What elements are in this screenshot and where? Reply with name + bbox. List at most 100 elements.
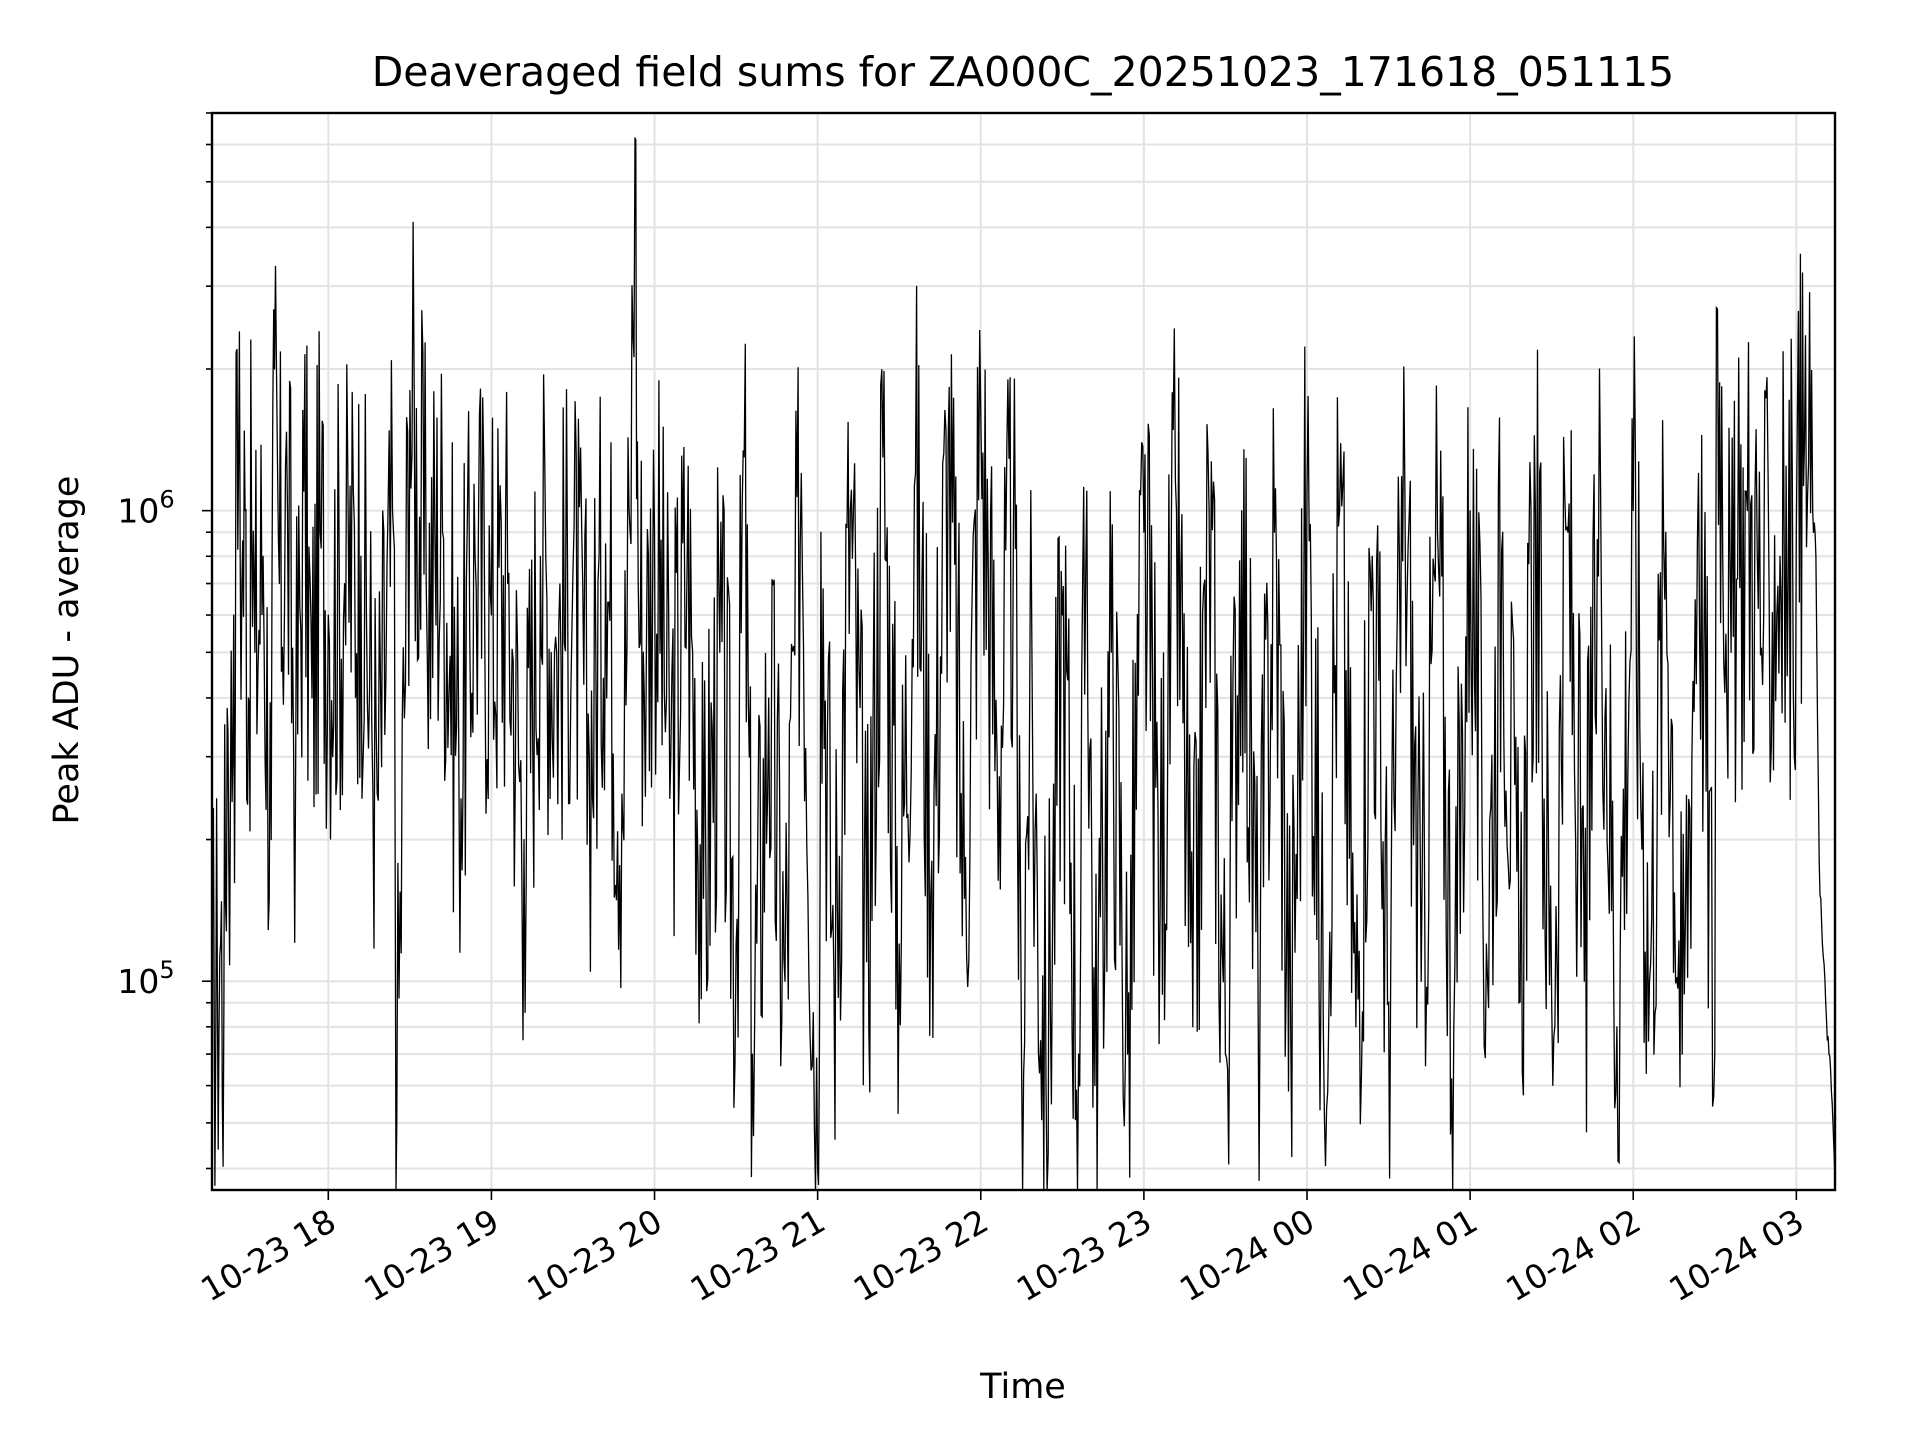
- series-point: [1020, 1053, 1023, 1055]
- series-point: [1485, 943, 1488, 945]
- series-point: [1241, 510, 1243, 512]
- y-axis-label: Peak ADU - average: [47, 476, 87, 825]
- series-point: [1159, 897, 1161, 899]
- series-point: [474, 555, 476, 557]
- series-point: [719, 651, 721, 653]
- series-point: [1567, 531, 1569, 533]
- series-point: [735, 943, 737, 945]
- series-point: [523, 838, 525, 841]
- series-point: [1012, 531, 1014, 533]
- series-point: [425, 582, 427, 585]
- series-point: [1469, 510, 1471, 512]
- series-point: [1306, 490, 1308, 492]
- series-point: [278, 582, 280, 585]
- series-point: [621, 793, 623, 795]
- series-point: [1355, 1026, 1357, 1028]
- series-point: [1551, 1002, 1553, 1004]
- series-point: [262, 555, 264, 557]
- series-line: [211, 137, 1836, 1191]
- y-tick-label: 106: [117, 486, 174, 531]
- series-point: [1828, 1053, 1830, 1055]
- series-point: [1714, 1053, 1716, 1055]
- y-tick-exponent: 5: [159, 956, 174, 984]
- series-point: [213, 980, 215, 982]
- series-point: [233, 614, 235, 616]
- series-point: [226, 707, 228, 709]
- series-point: [319, 531, 321, 533]
- y-tick-label: 105: [117, 956, 174, 1001]
- series-point: [1078, 1053, 1080, 1055]
- series-point: [1534, 510, 1536, 512]
- series-point: [849, 510, 851, 512]
- series-point: [1583, 980, 1585, 982]
- series-point: [1821, 943, 1824, 945]
- series-point: [947, 441, 949, 443]
- series-point: [1453, 1026, 1455, 1028]
- y-tick-base: 10: [117, 492, 159, 531]
- series-point: [898, 943, 900, 945]
- series-point: [1257, 1002, 1259, 1004]
- plot-frame: [210, 111, 1837, 1192]
- series-point: [229, 801, 232, 803]
- series-point: [458, 756, 460, 758]
- series-point: [376, 793, 378, 795]
- series-point: [1061, 614, 1063, 616]
- series-point: [820, 531, 822, 533]
- series-point: [1818, 860, 1820, 862]
- series-point: [1094, 1085, 1096, 1087]
- series-point: [1746, 510, 1749, 512]
- series-point: [572, 568, 574, 571]
- series-point: [653, 531, 656, 533]
- series-point: [295, 756, 297, 758]
- series-point: [931, 860, 933, 862]
- series-point: [1763, 614, 1765, 616]
- series-point: [1779, 555, 1781, 557]
- series-point: [1420, 980, 1422, 982]
- series-point: [1632, 510, 1634, 512]
- series-point: [1697, 472, 1700, 475]
- series-point: [800, 472, 802, 475]
- series-point: [817, 1167, 819, 1170]
- series-point: [914, 472, 917, 475]
- series-point: [1787, 582, 1789, 585]
- series-point: [1681, 1053, 1683, 1055]
- series-point: [236, 348, 238, 351]
- series-point: [1815, 555, 1817, 557]
- series-point: [1600, 490, 1602, 492]
- series-point: [743, 456, 745, 458]
- series-point: [1648, 980, 1651, 982]
- series-point: [1143, 531, 1145, 533]
- series-point: [441, 531, 444, 533]
- series-point: [1404, 490, 1406, 492]
- series-point: [1126, 1053, 1129, 1055]
- series-point: [556, 651, 558, 653]
- series-point: [392, 531, 395, 533]
- series-point: [223, 1002, 225, 1004]
- series-point: [244, 510, 246, 512]
- series-point: [1371, 555, 1373, 557]
- series-point: [996, 756, 998, 758]
- series-point: [882, 456, 884, 458]
- series-point: [1825, 1002, 1827, 1004]
- series-point: [1273, 531, 1275, 533]
- series-point: [1803, 441, 1806, 443]
- series-point: [702, 897, 705, 899]
- series-point: [273, 368, 276, 370]
- series-point: [216, 991, 218, 993]
- series-point: [234, 707, 236, 709]
- series-point: [1339, 510, 1341, 512]
- chart-title: Deaveraged field sums for ZA000C_2025102…: [372, 48, 1675, 96]
- series-point: [1322, 1026, 1324, 1028]
- series-point: [220, 943, 222, 945]
- series-point: [1502, 531, 1504, 533]
- series-point: [1208, 510, 1210, 512]
- series-point: [409, 389, 411, 392]
- series-point: [604, 543, 607, 545]
- series-point: [539, 555, 541, 557]
- series-point: [1086, 490, 1088, 492]
- series-point: [396, 1122, 398, 1124]
- series-point: [360, 555, 362, 557]
- series-point: [1812, 510, 1814, 512]
- series-point: [1715, 307, 1718, 309]
- y-tick-base: 10: [117, 962, 159, 1001]
